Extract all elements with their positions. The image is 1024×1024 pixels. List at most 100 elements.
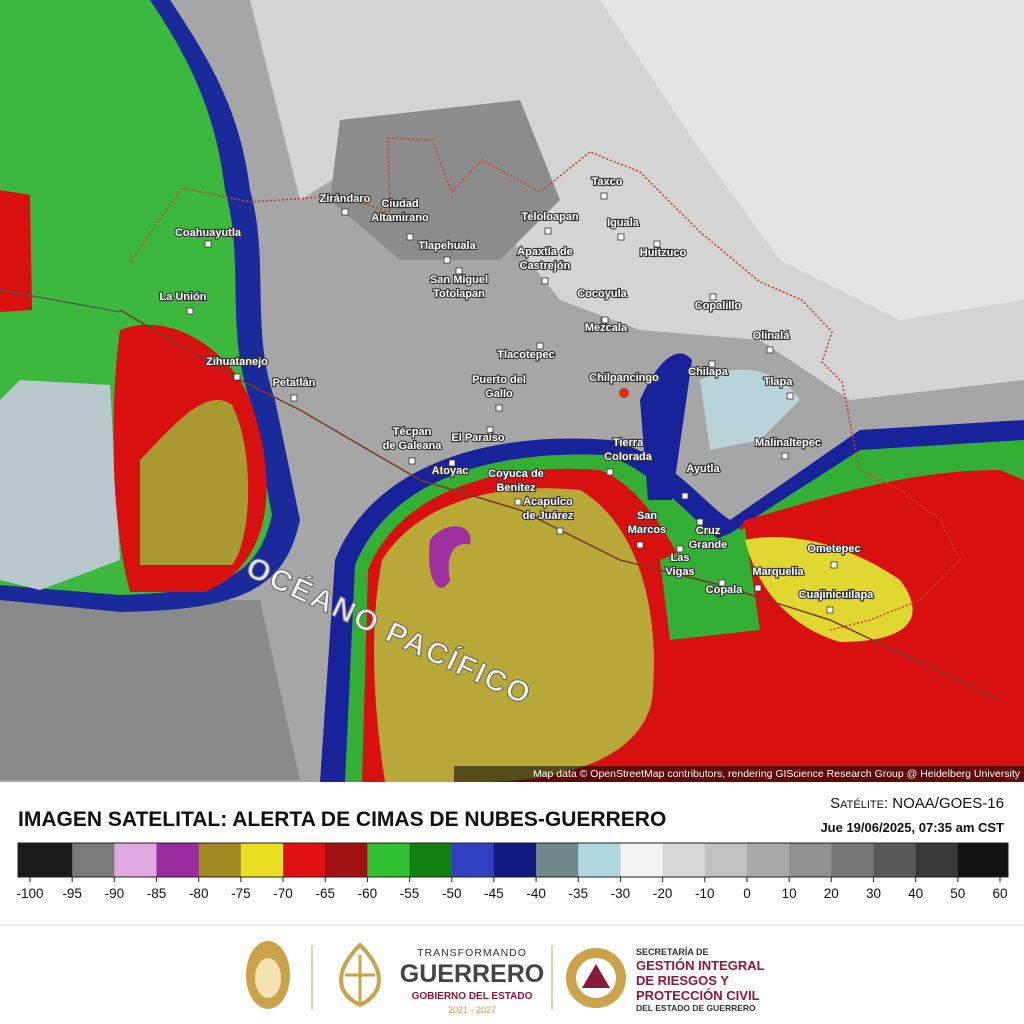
warm-gap [0,380,120,590]
place-marker [406,233,414,241]
colorbar-tick-label: 0 [743,886,751,901]
colorbar-segment [873,843,917,877]
place-label: Ometepec [807,543,860,555]
guerrero-logo: TRANSFORMANDO GUERRERO GOBIERNO DEL ESTA… [339,942,544,1015]
place-marker [541,277,549,285]
tagline: TRANSFORMANDO [417,947,527,959]
place-label: Técpan [393,426,432,438]
place-marker [636,541,644,549]
colorbar-segment [620,843,664,877]
colorbar-tick-label: -90 [105,886,125,901]
place-label: Copala [706,584,744,596]
colorbar-tick-label: 10 [782,886,797,901]
colorbar: -100 -95 -90 -85 -80 -75 -70 -65 -60 -55 -50 -45 -40… [16,842,1009,901]
place-label: de Juárez [523,510,574,522]
place-label: Tlacotepec [497,349,554,361]
colorbar-segment [957,843,1009,877]
colorbar-segment [240,843,284,877]
colorbar-tick-label: -65 [315,886,335,901]
place-label: Benítez [496,482,536,494]
place-label: de Galeana [383,440,443,452]
place-marker [708,360,716,368]
place-label: Cocoyula [577,288,627,300]
place-label: Copalillo [695,300,742,312]
colorbar-segment [114,843,158,877]
place-label: Gallo [485,388,513,400]
place-label: Iguala [607,217,640,229]
colorbar-segment [789,843,832,877]
place-label: Ciudad [381,198,418,210]
place-label: Ayutla [686,463,720,475]
attribution-bg [454,766,1024,782]
place-marker [290,394,298,402]
colorbar-segment [72,843,115,877]
place-label: Altamirano [371,212,429,224]
colorbar-segment [18,843,73,877]
place-label: Cruz [696,525,721,537]
satellite-map: Zirándaro Ciudad Altamirano Coahuayutla Tlap… [0,0,1024,782]
colorbar-tick-label: -85 [147,886,167,901]
place-label: Las [671,552,690,564]
years: 2021 - 2027 [448,1005,496,1015]
place-label: Grande [689,539,728,551]
place-label: San Miguel [430,274,488,286]
colorbar-tick-label: -40 [526,886,546,901]
agency-line: GESTIÓN INTEGRAL [636,958,765,973]
place-label: Vigas [665,566,694,578]
place-marker [676,545,684,553]
place-label: Coahuayutla [175,227,242,239]
agency-line: DEL ESTADO DE GUERRERO [636,1003,756,1013]
place-label: Cuajinicuilapa [799,589,874,601]
place-label: Huitzuco [640,247,687,259]
colorbar-segment [578,843,621,877]
agency-line: DE RIESGOS Y [636,973,729,988]
colorbar-segment [704,843,748,877]
place-marker [514,498,522,506]
place-label: Petatlán [273,377,316,389]
colorbar-segment [367,843,411,877]
cold-top-yellow [140,400,249,565]
colorbar-segment [831,843,874,877]
title: IMAGEN SATELITAL: ALERTA DE CIMAS DE NUB… [18,808,666,831]
colorbar-tick-label: -50 [442,886,462,901]
state-name: GUERRERO [400,960,544,988]
place-marker [204,240,212,248]
place-marker [486,426,494,434]
clear-area [600,0,1024,320]
colorbar-tick-label: -100 [16,886,43,901]
place-label: Atoyac [432,465,469,477]
place-label: Marquelia [752,566,804,578]
place-marker [495,404,503,412]
place-marker [408,457,416,465]
place-marker [443,256,451,264]
place-label: Castrejón [520,260,571,272]
place-label: Totolapan [433,288,485,300]
place-marker [600,192,608,200]
mid-cloud [330,100,560,260]
datetime: Jue 19/06/2025, 07:35 am CST [820,820,1004,835]
colorbar-segment [283,843,326,877]
place-label: Chilpancingo [589,372,659,384]
place-marker [830,561,838,569]
place-label: San [637,510,657,522]
place-marker [709,293,717,301]
place-label: Malinaltepec [755,437,821,449]
place-marker [826,606,834,614]
colorbar-segment [746,843,790,877]
place-label: El Paraíso [451,432,504,444]
place-label: Acapulco [523,496,573,508]
colorbar-tick-label: -10 [695,886,715,901]
place-marker [536,342,544,350]
colorbar-tick-label: -75 [231,886,251,901]
place-marker [448,459,456,467]
guerrero-border [129,137,961,631]
place-marker [544,227,552,235]
colorbar-tick-label: 50 [950,886,965,901]
logo-shape [345,955,375,1005]
place-label: Teloloapan [521,211,579,223]
place-label: Zihuatanejo [206,356,268,368]
place-label: Marcos [628,524,667,536]
